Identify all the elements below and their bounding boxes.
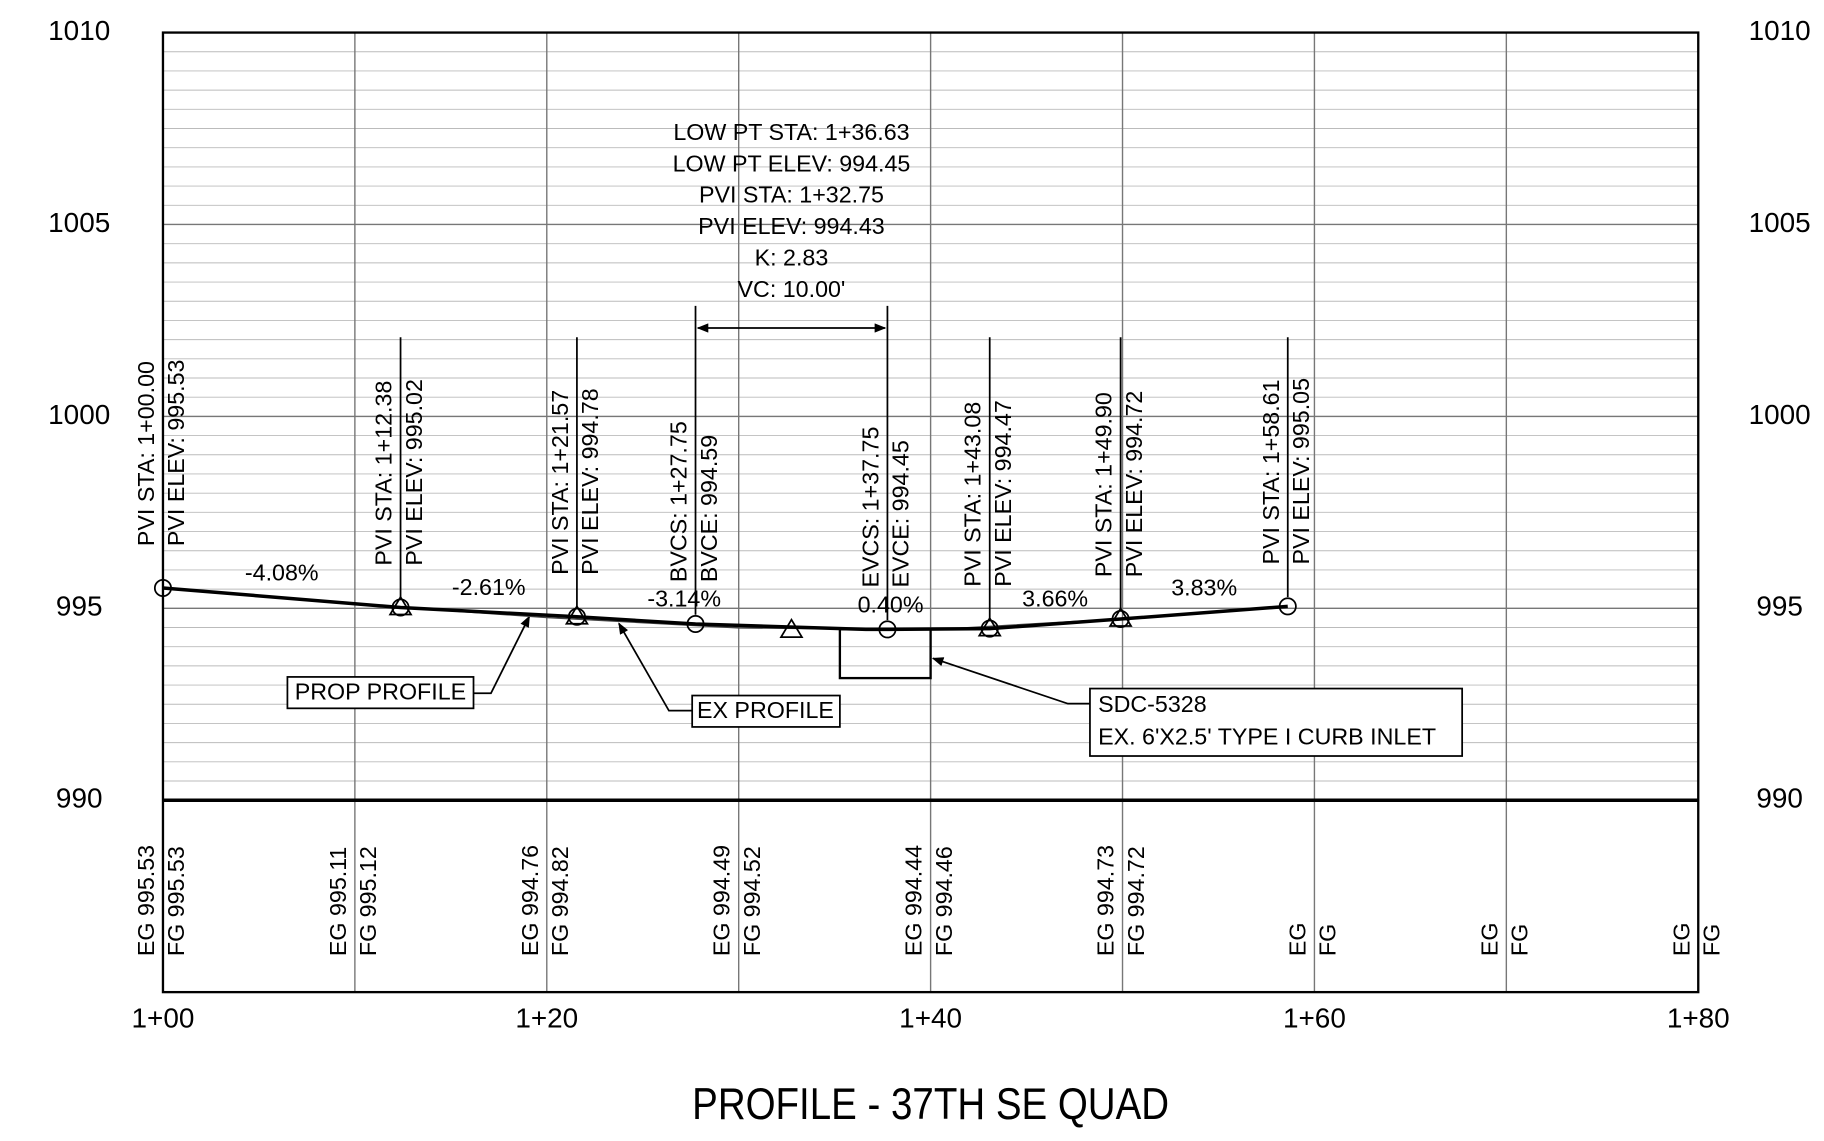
- fg-label: FG 994.72: [1123, 846, 1149, 956]
- elevation-label: PVI ELEV: 994.72: [1121, 391, 1147, 578]
- grade-label: 3.83%: [1171, 575, 1237, 601]
- x-tick-label: 1+60: [1283, 1002, 1346, 1033]
- y-tick-label: 990: [1756, 783, 1803, 814]
- curve-label: VC: 10.00': [738, 276, 846, 302]
- x-tick-label: 1+80: [1667, 1002, 1730, 1033]
- y-tick-label: 995: [1756, 591, 1803, 622]
- elevation-label: PVI ELEV: 995.53: [163, 360, 189, 547]
- fg-label: FG 995.12: [355, 846, 381, 956]
- station-label: BVCS: 1+27.75: [666, 421, 692, 582]
- curve-label: LOW PT STA: 1+36.63: [673, 119, 909, 145]
- pvi-triangle: [388, 595, 413, 616]
- elevation-label: EVCE: 994.45: [888, 440, 914, 587]
- y-tick-label: 1005: [1749, 207, 1811, 238]
- callout-text: EX. 6'X2.5' TYPE I CURB INLET: [1098, 724, 1436, 750]
- leader: [931, 657, 1090, 705]
- station-label: PVI STA: 1+21.57: [547, 390, 573, 575]
- pvi-point: [567, 607, 586, 626]
- callout-text: PROP PROFILE: [295, 678, 466, 704]
- callout-box: [1089, 687, 1464, 757]
- curve-label: PVI ELEV: 994.43: [698, 213, 885, 239]
- profile-line: [162, 586, 1288, 632]
- fg-label: FG 994.46: [931, 846, 957, 956]
- callout-text: SDC-5328: [1098, 691, 1207, 717]
- pvi-triangle: [1108, 606, 1133, 627]
- grade-label: -4.08%: [245, 560, 319, 586]
- y-tick-label: 995: [56, 591, 103, 622]
- curve-label: PVI STA: 1+32.75: [699, 182, 884, 208]
- pvi-point: [1111, 610, 1130, 629]
- fg-label: FG: [1699, 924, 1725, 956]
- elevation-label: PVI ELEV: 994.47: [990, 400, 1016, 587]
- pvi-point: [980, 619, 999, 638]
- x-tick-label: 1+00: [132, 1002, 195, 1033]
- pvi-triangle: [779, 618, 804, 639]
- callout-text: EX PROFILE: [697, 697, 834, 723]
- pvi-point: [686, 615, 705, 634]
- y-tick-label: 1000: [1749, 399, 1811, 430]
- eg-label: EG 995.53: [133, 845, 159, 956]
- fg-label: FG 994.52: [739, 846, 765, 956]
- station-label: PVI STA: 1+00.00: [133, 361, 159, 546]
- eg-label: EG 994.49: [709, 845, 735, 956]
- elevation-label: PVI ELEV: 994.78: [577, 388, 603, 575]
- fg-label: FG 994.82: [547, 846, 573, 956]
- eg-label: EG: [1284, 922, 1310, 956]
- curve-label: LOW PT ELEV: 994.45: [673, 150, 911, 176]
- frame: [161, 31, 1700, 994]
- station-label: PVI STA: 1+43.08: [960, 402, 986, 587]
- station-label: PVI STA: 1+58.61: [1258, 379, 1284, 564]
- curve-label: K: 2.83: [755, 245, 829, 271]
- grade-label: 3.66%: [1022, 586, 1088, 612]
- eg-label: EG 995.11: [325, 847, 351, 956]
- grade-label: 0.40%: [858, 591, 924, 617]
- eg-label: EG: [1668, 922, 1694, 956]
- y-tick-label: 1010: [1749, 15, 1811, 46]
- pvi-point: [391, 598, 410, 617]
- eg-label: EG: [1476, 922, 1502, 956]
- y-tick-label: 990: [56, 783, 103, 814]
- pvi-triangle: [564, 604, 589, 625]
- fg-label: FG: [1315, 924, 1341, 956]
- station-label: PVI STA: 1+12.38: [371, 381, 397, 566]
- eg-label: EG 994.76: [517, 845, 543, 956]
- leader: [473, 615, 531, 695]
- eg-label: EG 994.73: [1093, 845, 1119, 956]
- x-tick-label: 1+20: [515, 1002, 578, 1033]
- x-tick-label: 1+40: [899, 1002, 962, 1033]
- station-label: PVI STA: 1+49.90: [1091, 392, 1117, 577]
- pvi-point: [878, 620, 897, 639]
- y-tick-label: 1005: [48, 207, 110, 238]
- pvi-point: [153, 578, 172, 597]
- fg-label: FG: [1507, 924, 1533, 956]
- eg-label: EG 994.44: [901, 845, 927, 956]
- station-label: EVCS: 1+37.75: [857, 427, 883, 588]
- elevation-label: PVI ELEV: 995.05: [1288, 378, 1314, 565]
- pvi-triangle: [977, 616, 1002, 637]
- callout-box: [691, 694, 841, 728]
- grade-label: -3.14%: [647, 585, 721, 611]
- pvi-point: [1278, 597, 1297, 616]
- fg-label: FG 995.53: [163, 846, 189, 956]
- y-tick-label: 1010: [48, 15, 110, 46]
- grade-label: -2.61%: [452, 574, 526, 600]
- elevation-label: BVCE: 994.59: [696, 435, 722, 582]
- elevation-label: PVI ELEV: 995.02: [401, 379, 427, 566]
- y-tick-label: 1000: [48, 399, 110, 430]
- leader: [618, 622, 693, 712]
- chart-title: PROFILE - 37TH SE QUAD: [692, 1080, 1169, 1129]
